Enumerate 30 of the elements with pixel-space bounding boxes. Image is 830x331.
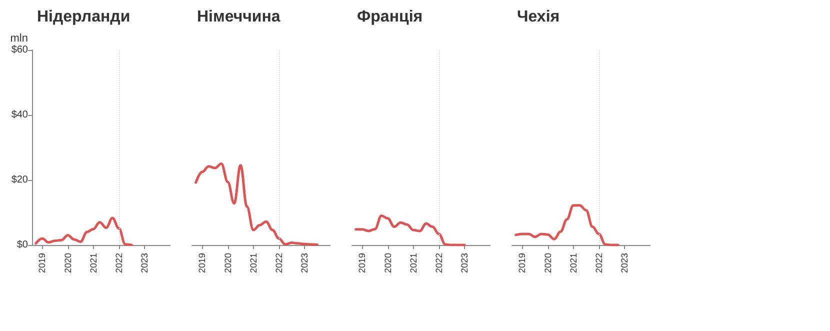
y-axis-title: mln <box>10 32 28 44</box>
x-tick-label: 2021 <box>248 253 258 274</box>
x-tick-label: 2022 <box>114 253 124 274</box>
x-tick-label: 2023 <box>139 253 150 274</box>
x-tick-label: 2023 <box>619 253 630 274</box>
x-tick-label: 2023 <box>459 253 470 274</box>
x-tick-label: 2019 <box>197 253 208 274</box>
x-tick-label: 2022 <box>274 253 284 274</box>
x-tick-label: 2022 <box>434 253 444 274</box>
x-tick-label: 2020 <box>382 253 393 274</box>
x-tick-label: 2020 <box>62 253 73 274</box>
y-tick-label: $20 <box>11 174 28 186</box>
y-tick-label: $60 <box>11 44 28 56</box>
chart-title: Чехія <box>517 8 560 26</box>
x-tick-label: 2019 <box>37 253 48 274</box>
x-tick-label: 2022 <box>594 253 604 274</box>
x-tick-label: 2019 <box>357 253 368 274</box>
x-tick-label: 2019 <box>517 253 528 274</box>
y-tick-label: $40 <box>11 110 28 120</box>
y-tick-label: $0 <box>16 240 28 250</box>
x-tick-label: 2023 <box>299 253 310 274</box>
x-tick-label: 2020 <box>222 253 233 274</box>
chart-title: Нідерланди <box>37 8 130 26</box>
chart-title: Франція <box>357 8 423 26</box>
line-series <box>34 216 133 246</box>
chart-title: Німеччина <box>197 8 280 26</box>
x-tick-label: 2021 <box>88 253 98 274</box>
x-tick-label: 2021 <box>568 253 578 274</box>
x-tick-label: 2021 <box>408 253 418 274</box>
x-tick-label: 2020 <box>542 253 553 274</box>
